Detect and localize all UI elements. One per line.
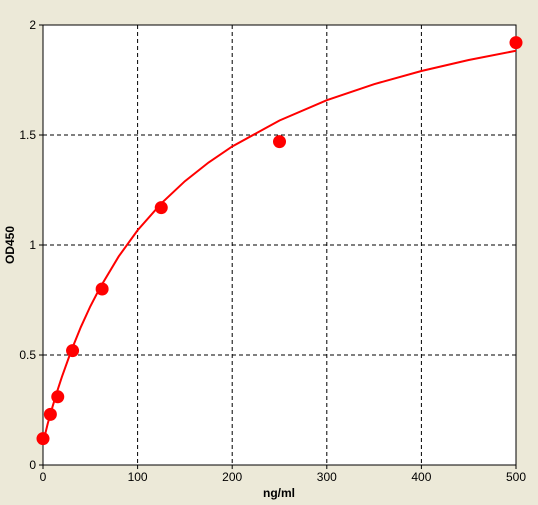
data-point [66,344,80,358]
x-tick-label: 200 [222,470,242,484]
data-point [36,432,50,446]
x-tick-label: 500 [506,470,526,484]
y-tick-label: 1 [29,238,36,252]
y-tick-label: 0 [29,458,36,472]
y-tick-label: 0.5 [19,348,36,362]
data-point [43,407,57,421]
y-tick-label: 2 [29,18,36,32]
data-point [509,36,523,50]
data-point [51,390,65,404]
y-axis-ticks: 0 0.5 1 1.5 2 [19,18,43,472]
x-tick-label: 0 [40,470,47,484]
data-point [154,201,168,215]
x-tick-label: 300 [317,470,337,484]
y-tick-label: 1.5 [19,128,36,142]
data-point [95,282,109,296]
x-axis-ticks: 0 100 200 300 400 500 [40,465,526,484]
x-tick-label: 400 [411,470,431,484]
x-tick-label: 100 [128,470,148,484]
y-axis-label: OD450 [3,226,17,264]
x-axis-label: ng/ml [263,486,295,500]
fit-curve-layer [42,49,517,444]
data-points-layer [36,36,523,446]
grid-lines [43,25,516,465]
data-point [273,135,286,149]
fit-curve-line [42,49,517,444]
